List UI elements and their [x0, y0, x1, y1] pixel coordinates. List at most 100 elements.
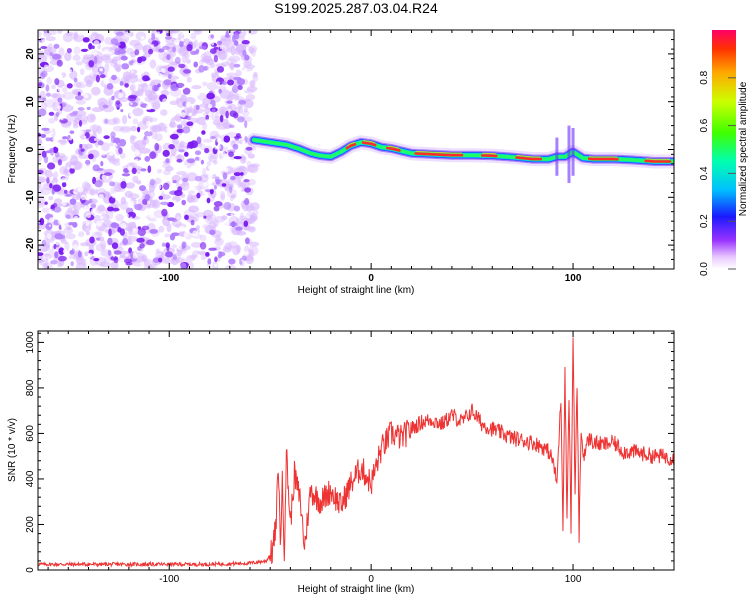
- noise-blob: [86, 106, 91, 110]
- noise-blob: [247, 153, 255, 159]
- noise-blob: [244, 256, 254, 261]
- noise-blob: [210, 136, 216, 140]
- noise-blob: [208, 153, 213, 163]
- noise-blob: [161, 208, 168, 217]
- noise-blob: [149, 59, 157, 69]
- noise-blob: [72, 124, 79, 129]
- noise-blob: [73, 77, 78, 83]
- noise-blob: [181, 126, 191, 134]
- noise-blob: [233, 40, 239, 46]
- noise-blob: [119, 152, 126, 159]
- noise-blob: [108, 228, 112, 237]
- noise-blob: [144, 156, 151, 162]
- noise-blob: [158, 50, 168, 61]
- noise-gap: [77, 186, 84, 193]
- noise-gap: [147, 246, 153, 252]
- noise-gap: [48, 208, 54, 215]
- noise-blob: [119, 81, 124, 86]
- noise-blob: [195, 225, 201, 230]
- noise-blob: [174, 56, 181, 64]
- noise-blob: [234, 175, 244, 180]
- noise-blob: [55, 112, 60, 117]
- noise-blob: [228, 258, 236, 265]
- noise-blob: [236, 78, 246, 86]
- noise-blob: [128, 74, 139, 84]
- noise-gap: [156, 31, 160, 35]
- noise-gap: [96, 220, 103, 227]
- signal-peak-edge: [645, 158, 670, 160]
- noise-blob: [38, 54, 48, 63]
- noise-blob: [180, 262, 187, 269]
- noise-blob: [128, 94, 138, 99]
- noise-gap: [92, 96, 98, 103]
- noise-blob: [65, 193, 72, 197]
- noise-blob: [38, 82, 42, 87]
- noise-blob: [200, 159, 204, 165]
- noise-blob: [165, 36, 172, 40]
- noise-blob: [246, 86, 258, 92]
- noise-blob: [244, 54, 250, 61]
- noise-gap: [173, 39, 180, 46]
- noise-blob: [226, 100, 233, 104]
- noise-blob: [232, 143, 239, 150]
- noise-blob: [142, 190, 152, 196]
- noise-gap: [55, 241, 60, 246]
- noise-blob: [222, 172, 228, 180]
- noise-blob: [110, 136, 116, 143]
- noise-blob: [51, 178, 59, 184]
- noise-blob: [58, 47, 65, 57]
- noise-gap: [86, 50, 92, 55]
- noise-gap: [216, 137, 222, 143]
- noise-gap: [206, 124, 213, 131]
- noise-blob: [169, 133, 179, 140]
- noise-blob: [200, 53, 208, 61]
- noise-blob: [144, 89, 152, 97]
- noise-blob: [179, 140, 185, 147]
- noise-blob: [129, 85, 135, 92]
- noise-blob: [248, 241, 260, 247]
- noise-blob: [214, 111, 219, 119]
- noise-gap: [114, 142, 117, 145]
- noise-blob: [220, 193, 226, 202]
- noise-gap: [192, 186, 196, 191]
- noise-blob: [62, 136, 68, 140]
- noise-gap: [148, 213, 155, 219]
- noise-gap: [124, 31, 130, 37]
- noise-blob: [107, 118, 118, 126]
- noise-blob: [77, 231, 85, 238]
- noise-gap: [155, 184, 162, 190]
- noise-blob: [165, 242, 170, 249]
- noise-blob: [154, 177, 162, 185]
- noise-blob: [228, 62, 236, 69]
- noise-gap: [190, 153, 193, 156]
- noise-gap: [226, 253, 232, 259]
- noise-blob: [151, 124, 162, 133]
- noise-blob: [149, 151, 157, 160]
- noise-blob: [104, 118, 108, 124]
- noise-blob: [172, 180, 177, 184]
- noise-blob: [137, 126, 141, 133]
- noise-gap: [243, 67, 248, 73]
- noise-blob: [121, 63, 130, 70]
- noise-blob: [208, 247, 217, 251]
- noise-gap: [70, 62, 76, 68]
- noise-blob: [127, 211, 136, 219]
- noise-gap: [238, 252, 242, 257]
- noise-blob: [75, 61, 83, 66]
- noise-gap: [61, 177, 67, 183]
- noise-blob: [237, 116, 245, 123]
- noise-blob: [204, 147, 210, 154]
- noise-blob: [239, 172, 244, 176]
- noise-blob: [111, 95, 115, 101]
- noise-blob: [198, 65, 205, 73]
- noise-blob: [100, 55, 111, 61]
- noise-blob: [176, 82, 185, 89]
- noise-blob: [233, 205, 241, 212]
- noise-blob: [247, 164, 259, 174]
- noise-blob: [40, 46, 48, 49]
- noise-blob: [179, 40, 184, 48]
- noise-gap: [207, 103, 213, 109]
- noise-gap: [49, 217, 55, 223]
- noise-blob: [238, 104, 244, 114]
